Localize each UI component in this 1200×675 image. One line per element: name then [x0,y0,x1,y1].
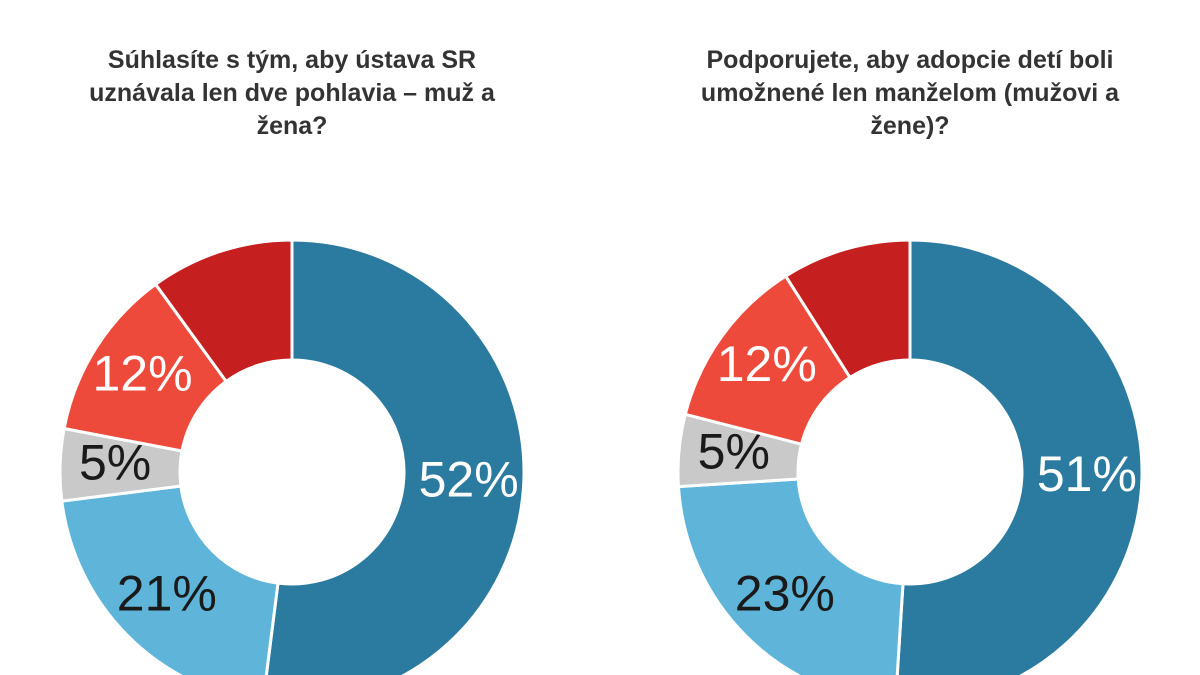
donut-slice [895,238,1144,675]
donut-slice [60,484,280,675]
chart-title: žena? [257,112,328,140]
chart-title: umožnené len manželom (mužovi a [701,79,1120,107]
donut-slice [783,238,912,380]
value-label: 52% [419,451,519,507]
value-label: 12% [717,336,817,392]
chart-title: žene)? [870,112,949,140]
chart-title: Súhlasíte s tým, aby ústava SR [108,46,476,74]
donut-slice [264,238,526,675]
value-label: 51% [1037,446,1137,502]
donut-slice [153,238,294,384]
value-label: 21% [117,565,217,621]
value-label: 12% [93,345,193,401]
chart-title: Podporujete, aby adopcie detí boli [707,46,1114,74]
donut-slice [676,477,905,675]
chart-title: uznávala len dve pohlavia – muž a [89,79,496,107]
value-label: 23% [735,565,835,621]
